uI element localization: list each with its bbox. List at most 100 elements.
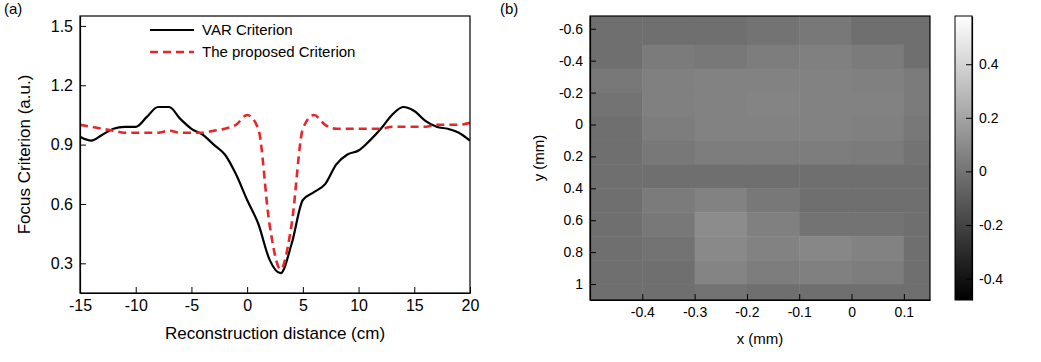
tick-label: 0 xyxy=(243,297,252,314)
tick: -0.6 xyxy=(559,21,596,37)
tick-mark xyxy=(590,252,596,253)
tick: -0.1 xyxy=(788,294,812,320)
tick-mark xyxy=(966,64,972,65)
tick-label: 1.2 xyxy=(51,77,73,94)
tick-mark xyxy=(966,225,972,226)
tick-mark xyxy=(590,220,596,221)
tick-mark xyxy=(80,263,86,264)
tick-label: 0.2 xyxy=(564,148,584,164)
heatmap-cell xyxy=(590,260,643,284)
series-line xyxy=(80,115,470,269)
tick-label: 0.6 xyxy=(564,212,584,228)
tick-label: -15 xyxy=(69,297,92,314)
heatmap-cell xyxy=(695,260,748,284)
tick-label: -0.2 xyxy=(735,304,759,320)
heatmap-cell xyxy=(799,284,852,300)
heatmap-cell xyxy=(852,188,905,212)
tick: -0.4 xyxy=(966,271,1003,287)
tick-mark xyxy=(966,279,972,280)
heatmap-cell xyxy=(642,188,695,212)
tick-label: 0.1 xyxy=(895,304,915,320)
heatmap-cell xyxy=(590,69,643,93)
plot-area xyxy=(80,107,470,273)
heatmap-cell xyxy=(747,69,800,93)
heatmap-cell xyxy=(695,69,748,93)
tick: 1.5 xyxy=(51,18,86,35)
tick-label: 1 xyxy=(575,276,583,292)
tick: 0.3 xyxy=(51,255,86,272)
tick-label: -0.2 xyxy=(979,217,1003,233)
heatmap-cell xyxy=(904,117,930,141)
heatmap-cell xyxy=(747,212,800,236)
tick: -0.4 xyxy=(631,294,655,320)
tick-label: 10 xyxy=(350,297,368,314)
tick-mark xyxy=(80,85,86,86)
heatmap-cell xyxy=(904,284,930,300)
tick-label: -0.6 xyxy=(559,21,583,37)
tick-mark xyxy=(80,26,86,27)
tick-label: 0 xyxy=(979,163,987,179)
tick-mark xyxy=(852,294,853,300)
heatmap-cell xyxy=(852,117,905,141)
heatmap-cell xyxy=(695,140,748,164)
legend-key xyxy=(150,51,194,54)
heatmap-cell xyxy=(747,188,800,212)
heatmap-cell xyxy=(590,284,643,300)
heatmap-cell xyxy=(695,236,748,260)
heatmap-cell xyxy=(904,45,930,69)
axis-line xyxy=(590,17,591,301)
heatmap-cell xyxy=(799,117,852,141)
tick: 0.6 xyxy=(564,212,596,228)
heatmap-cell xyxy=(904,93,930,117)
heatmap-cell xyxy=(590,16,643,45)
heatmap-cell xyxy=(590,45,643,69)
heatmap-cell xyxy=(695,93,748,117)
heatmap-cell xyxy=(590,188,643,212)
heatmap-cell xyxy=(747,16,800,45)
figure: -15-10-5051015200.30.60.91.21.5Reconstru… xyxy=(0,0,1041,362)
heatmap-cell xyxy=(642,69,695,93)
tick-mark xyxy=(136,287,137,293)
legend-label: VAR Criterion xyxy=(202,21,293,38)
tick-label: -0.1 xyxy=(788,304,812,320)
tick-mark xyxy=(590,93,596,94)
heatmap-cell xyxy=(747,284,800,300)
heatmap-cell xyxy=(852,212,905,236)
axis-title: Focus Criterion (a.u.) xyxy=(15,75,34,235)
panel-label: (b) xyxy=(500,0,518,17)
tick-mark xyxy=(414,287,415,293)
heatmap-cell xyxy=(642,236,695,260)
tick-label: 0.9 xyxy=(51,136,73,153)
tick: 0.4 xyxy=(564,180,596,196)
axis-line xyxy=(972,17,973,301)
heatmap-cell xyxy=(904,16,930,45)
heatmap-cell xyxy=(852,16,905,45)
heatmap-cell xyxy=(695,188,748,212)
tick: 0.6 xyxy=(51,196,86,213)
tick-label: 0.2 xyxy=(979,110,999,126)
tick-label: -0.2 xyxy=(559,85,583,101)
heatmap-cell xyxy=(642,212,695,236)
tick-mark xyxy=(80,204,86,205)
heatmap-cell xyxy=(695,117,748,141)
plot-area xyxy=(590,16,930,300)
tick: 0.1 xyxy=(895,294,915,320)
tick: 0.2 xyxy=(564,148,596,164)
axis: -15-10-505101520 xyxy=(69,287,480,314)
tick-mark xyxy=(590,61,596,62)
heatmap-cell xyxy=(590,140,643,164)
heatmap-cell xyxy=(799,140,852,164)
heatmap-cell xyxy=(852,284,905,300)
tick-mark xyxy=(799,294,800,300)
tick-label: 0.8 xyxy=(564,244,584,260)
tick: 1 xyxy=(575,276,596,292)
heatmap-cell xyxy=(799,45,852,69)
heatmap-cell xyxy=(799,164,852,188)
tick-mark xyxy=(590,188,596,189)
tick: 0.4 xyxy=(966,56,999,72)
axis-line xyxy=(591,300,931,301)
heatmap-cell xyxy=(799,188,852,212)
tick-mark xyxy=(642,294,643,300)
axis: 0.3 0.6 0.9 1.2 1.5 xyxy=(51,17,86,294)
heatmap-cell xyxy=(799,93,852,117)
